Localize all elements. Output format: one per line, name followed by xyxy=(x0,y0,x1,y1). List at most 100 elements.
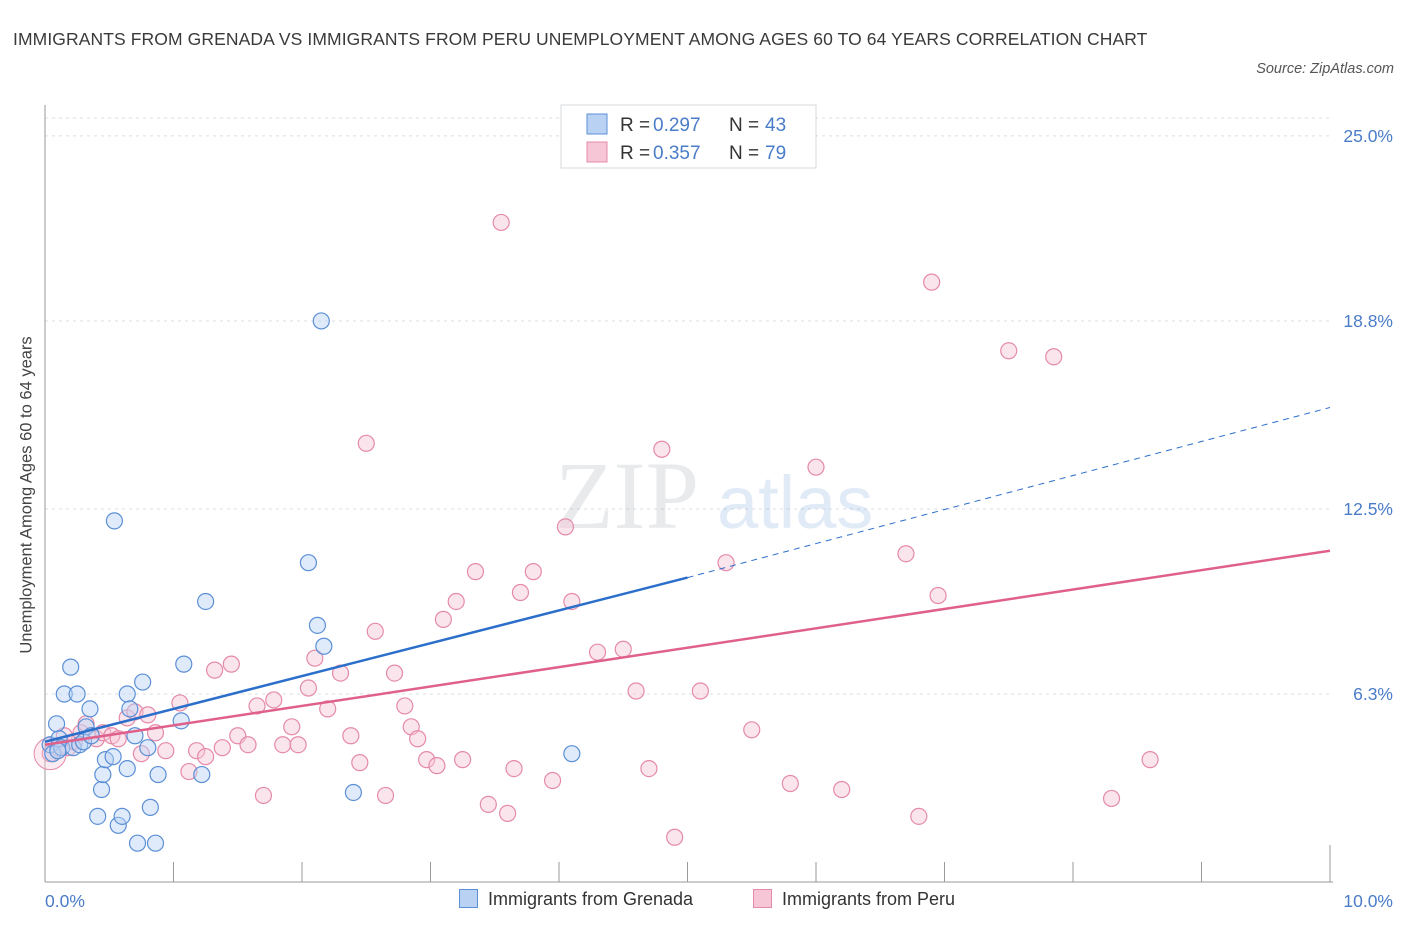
peru-point xyxy=(511,583,530,602)
legend-swatch-peru xyxy=(753,889,772,908)
peru-point xyxy=(499,804,517,822)
peru-point xyxy=(781,774,799,793)
legend-label-grenada: Immigrants from Grenada xyxy=(488,889,694,909)
peru-point xyxy=(653,440,671,458)
legend-item-peru: Immigrants from Peru xyxy=(753,889,955,910)
peru-point xyxy=(897,545,915,563)
peru-point xyxy=(376,786,395,805)
legend-n-value-peru: 79 xyxy=(765,143,786,164)
grenada-point xyxy=(104,748,122,766)
grenada-point xyxy=(149,765,167,784)
series-grenada-points xyxy=(41,312,581,852)
peru-point xyxy=(923,273,941,291)
legend-item-grenada: Immigrants from Grenada xyxy=(459,889,693,910)
peru-point xyxy=(306,649,324,667)
peru-point xyxy=(454,751,472,769)
grenada-point xyxy=(299,554,318,572)
peru-point xyxy=(717,554,735,572)
peru-point xyxy=(524,563,542,581)
x-tick-label: 0.0% xyxy=(45,891,85,911)
grid-lines xyxy=(45,117,1330,695)
trend-line-grenada-extension xyxy=(687,407,1331,579)
peru-point xyxy=(418,751,436,769)
legend-r-label-peru: R = xyxy=(620,143,650,164)
grenada-point xyxy=(55,685,73,703)
grenada-point xyxy=(105,512,123,530)
peru-point xyxy=(222,655,240,673)
peru-point xyxy=(1045,348,1063,366)
peru-point xyxy=(492,213,510,232)
grenada-point xyxy=(121,700,139,718)
peru-point xyxy=(357,434,375,452)
y-tick-label: 6.3% xyxy=(1353,684,1393,704)
peru-point xyxy=(543,771,562,790)
y-tick-label: 18.8% xyxy=(1343,311,1393,331)
peru-point xyxy=(213,739,231,757)
grenada-point xyxy=(139,739,157,757)
peru-point xyxy=(385,664,404,682)
legend-n-label-grenada: N = xyxy=(729,115,759,136)
y-tick-label: 12.5% xyxy=(1343,499,1393,519)
peru-point xyxy=(1141,751,1159,769)
grenada-point xyxy=(128,834,147,852)
grenada-point xyxy=(344,783,362,802)
legend-r-value-grenada: 0.297 xyxy=(653,115,701,136)
peru-point xyxy=(691,682,709,700)
peru-point xyxy=(180,762,198,781)
trend-lines xyxy=(44,407,1331,746)
grenada-point xyxy=(312,312,330,330)
grenada-point xyxy=(172,712,190,730)
grenada-point xyxy=(141,798,159,816)
grenada-point xyxy=(193,765,211,784)
peru-point xyxy=(409,730,427,748)
peru-point xyxy=(627,682,645,700)
y-tick-label: 25.0% xyxy=(1343,126,1393,146)
grenada-point xyxy=(49,742,67,760)
peru-point xyxy=(1000,342,1018,360)
peru-point xyxy=(743,721,761,739)
peru-point xyxy=(807,458,825,476)
peru-point xyxy=(1102,789,1121,808)
grenada-point xyxy=(81,700,99,718)
peru-point xyxy=(342,727,360,745)
series-peru-points xyxy=(33,213,1159,846)
peru-point xyxy=(447,592,465,611)
correlation-legend: R = 0.297 N = 43 R = 0.357 N = 79 xyxy=(560,104,817,169)
grenada-point xyxy=(113,807,131,825)
peru-point xyxy=(556,518,575,536)
grenada-point xyxy=(68,685,86,703)
grenada-point xyxy=(47,715,66,733)
grenada-point xyxy=(315,637,333,655)
peru-point xyxy=(351,754,369,772)
peru-point xyxy=(929,586,947,605)
peru-point xyxy=(614,640,632,658)
peru-point xyxy=(640,759,658,778)
peru-point xyxy=(188,742,206,760)
legend-label-peru: Immigrants from Peru xyxy=(782,889,956,909)
peru-point xyxy=(274,736,292,754)
grenada-point xyxy=(197,592,215,611)
grenada-point xyxy=(62,658,80,676)
peru-point xyxy=(505,759,523,778)
grenada-point xyxy=(44,745,62,763)
watermark: ZIP atlas xyxy=(555,442,873,549)
peru-point xyxy=(666,828,684,846)
tick-labels: 6.3% 12.5% 18.8% 25.0% 0.0% 10.0% xyxy=(45,126,1393,911)
peru-point xyxy=(206,661,224,679)
peru-point xyxy=(366,622,384,640)
legend-r-value-peru: 0.357 xyxy=(653,143,701,164)
peru-point xyxy=(299,679,318,697)
grenada-point xyxy=(94,765,112,784)
legend-n-value-grenada: 43 xyxy=(765,115,786,136)
peru-point xyxy=(428,757,446,775)
legend-r-label-grenada: R = xyxy=(620,115,650,136)
peru-point xyxy=(265,691,283,709)
watermark-zip: ZIP xyxy=(555,442,699,549)
legend-n-label-peru: N = xyxy=(729,143,759,164)
trend-line-grenada xyxy=(44,576,688,743)
grenada-point xyxy=(146,834,165,852)
peru-point xyxy=(289,736,307,754)
peru-point xyxy=(254,786,273,805)
peru-point xyxy=(833,780,851,799)
